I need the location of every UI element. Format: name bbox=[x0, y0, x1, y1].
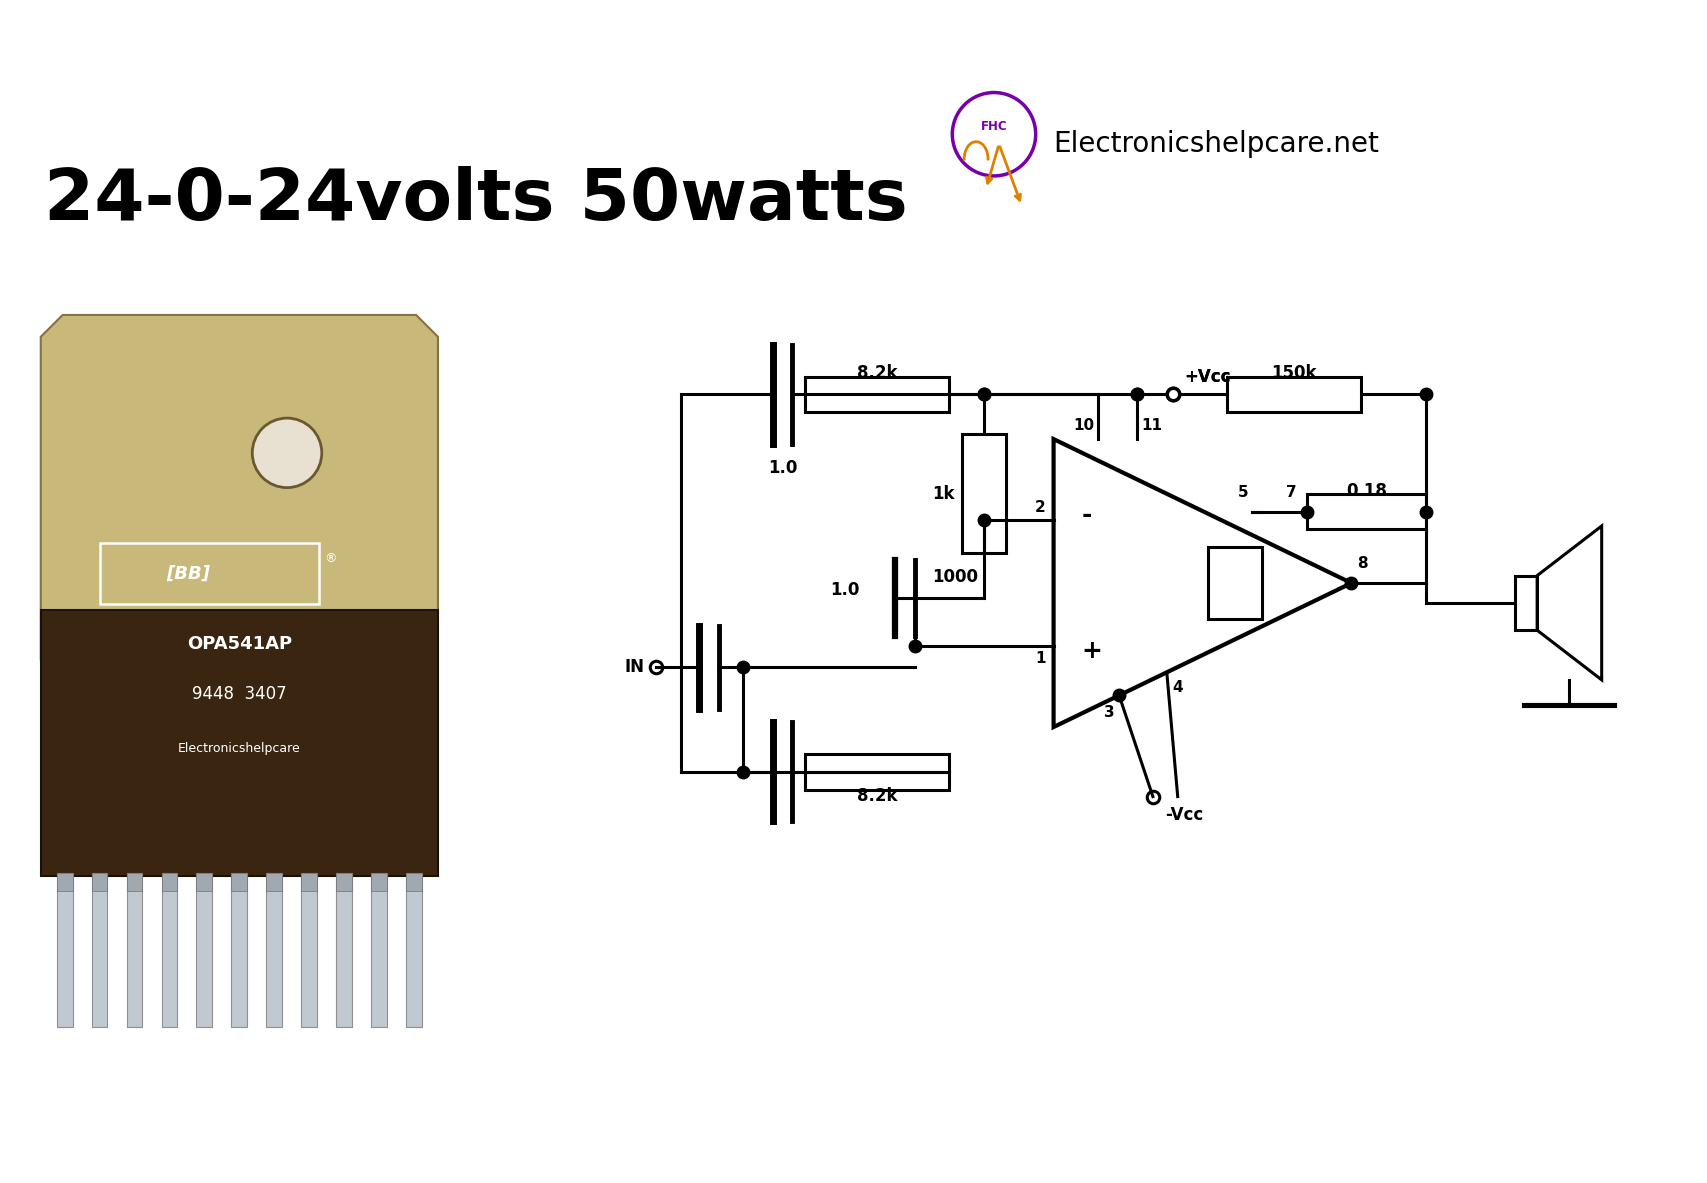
Bar bbox=[1227, 376, 1360, 412]
Text: 1.0: 1.0 bbox=[768, 459, 797, 477]
Text: 8: 8 bbox=[1357, 556, 1367, 571]
Bar bbox=[961, 434, 1005, 554]
Text: 150k: 150k bbox=[1272, 364, 1316, 382]
Text: 11: 11 bbox=[1140, 418, 1161, 433]
Text: +Vcc: +Vcc bbox=[1185, 368, 1231, 387]
Bar bbox=[370, 873, 387, 891]
Text: 3: 3 bbox=[1103, 705, 1113, 720]
Bar bbox=[300, 873, 318, 1027]
Bar bbox=[806, 754, 949, 789]
Text: 9448  3407: 9448 3407 bbox=[191, 685, 287, 703]
Bar bbox=[230, 873, 248, 891]
Text: ®: ® bbox=[324, 551, 336, 564]
Bar bbox=[266, 873, 282, 1027]
Bar bbox=[126, 873, 142, 891]
Bar bbox=[196, 873, 212, 1027]
Bar bbox=[300, 873, 318, 891]
Text: -Vcc: -Vcc bbox=[1164, 807, 1202, 825]
Polygon shape bbox=[41, 315, 437, 660]
Text: 1k: 1k bbox=[932, 485, 954, 503]
Text: 0.18: 0.18 bbox=[1345, 481, 1386, 499]
Text: 7: 7 bbox=[1285, 485, 1296, 499]
Text: 4: 4 bbox=[1173, 680, 1183, 696]
Text: OPA541AP: OPA541AP bbox=[186, 635, 292, 653]
Text: [BB]: [BB] bbox=[166, 564, 210, 582]
Bar bbox=[101, 543, 319, 605]
Bar bbox=[406, 873, 422, 1027]
Text: 1: 1 bbox=[1034, 652, 1045, 666]
Text: +Vcc: +Vcc bbox=[1185, 368, 1231, 387]
Bar bbox=[230, 873, 248, 1027]
Text: 2: 2 bbox=[1034, 499, 1045, 515]
Text: 8.2k: 8.2k bbox=[857, 364, 898, 382]
Circle shape bbox=[253, 418, 321, 487]
Text: +: + bbox=[1081, 639, 1101, 664]
Bar bbox=[196, 873, 212, 891]
Bar bbox=[336, 873, 352, 891]
Bar bbox=[92, 873, 108, 891]
Bar bbox=[92, 873, 108, 1027]
Bar bbox=[126, 873, 142, 1027]
Bar bbox=[1306, 493, 1425, 530]
Bar bbox=[336, 873, 352, 1027]
Bar bbox=[41, 610, 437, 875]
Bar bbox=[806, 376, 949, 412]
Text: Electronicshelpcare.net: Electronicshelpcare.net bbox=[1053, 130, 1379, 159]
Text: FHC: FHC bbox=[980, 119, 1007, 132]
Bar bbox=[162, 873, 178, 891]
Bar bbox=[370, 873, 387, 1027]
Text: -: - bbox=[1081, 503, 1091, 526]
Text: 8.2k: 8.2k bbox=[857, 787, 898, 804]
Bar bbox=[162, 873, 178, 1027]
Text: 24-0-24volts 50watts: 24-0-24volts 50watts bbox=[44, 166, 906, 235]
Text: IN: IN bbox=[625, 659, 644, 677]
Text: 1000: 1000 bbox=[932, 568, 978, 586]
Text: 10: 10 bbox=[1072, 418, 1094, 433]
Bar bbox=[1209, 547, 1261, 619]
Bar bbox=[1514, 576, 1536, 631]
Bar bbox=[266, 873, 282, 891]
Text: 5: 5 bbox=[1238, 485, 1248, 499]
Bar bbox=[56, 873, 72, 1027]
Text: 1.0: 1.0 bbox=[830, 581, 859, 599]
Bar bbox=[56, 873, 72, 891]
Bar bbox=[406, 873, 422, 891]
Text: Electronicshelpcare: Electronicshelpcare bbox=[178, 743, 300, 756]
